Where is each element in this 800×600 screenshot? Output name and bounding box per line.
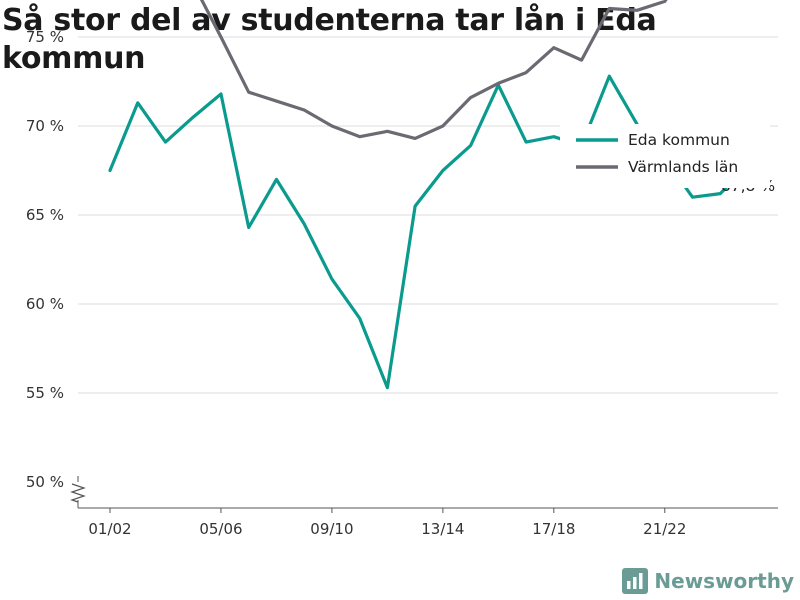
legend: Eda kommun Värmlands län <box>560 124 770 188</box>
x-tick-label: 05/06 <box>199 520 242 538</box>
series-lines: 67,8 %77,6 % <box>108 0 775 390</box>
x-tick-label: 09/10 <box>310 520 353 538</box>
y-tick-label: 50 % <box>26 473 64 491</box>
y-tick-label: 70 % <box>26 117 64 135</box>
newsworthy-logo-icon <box>622 568 649 594</box>
y-tick-label: 65 % <box>26 206 64 224</box>
x-tick-label: 13/14 <box>421 520 464 538</box>
x-tick-label: 01/02 <box>88 520 131 538</box>
y-tick-label: 75 % <box>26 28 64 46</box>
x-tick-label: 21/22 <box>643 520 686 538</box>
y-tick-label: 55 % <box>26 384 64 402</box>
brand-logo: Newsworthy <box>622 568 794 594</box>
gridlines <box>78 36 778 394</box>
legend-label: Eda kommun <box>628 131 730 149</box>
legend-label: Värmlands län <box>628 158 738 176</box>
axes: 50 %55 %60 %65 %70 %75 %80 %85 %90 %01/0… <box>26 28 778 538</box>
chart-title: Så stor del av studenterna tar lån i Eda… <box>2 3 657 76</box>
brand-name: Newsworthy <box>654 569 794 593</box>
series-line <box>108 74 750 390</box>
x-tick-label: 17/18 <box>532 520 575 538</box>
y-tick-label: 60 % <box>26 295 64 313</box>
axis-break-icon <box>70 483 86 503</box>
series-line <box>199 0 668 141</box>
legend-background <box>560 124 770 188</box>
